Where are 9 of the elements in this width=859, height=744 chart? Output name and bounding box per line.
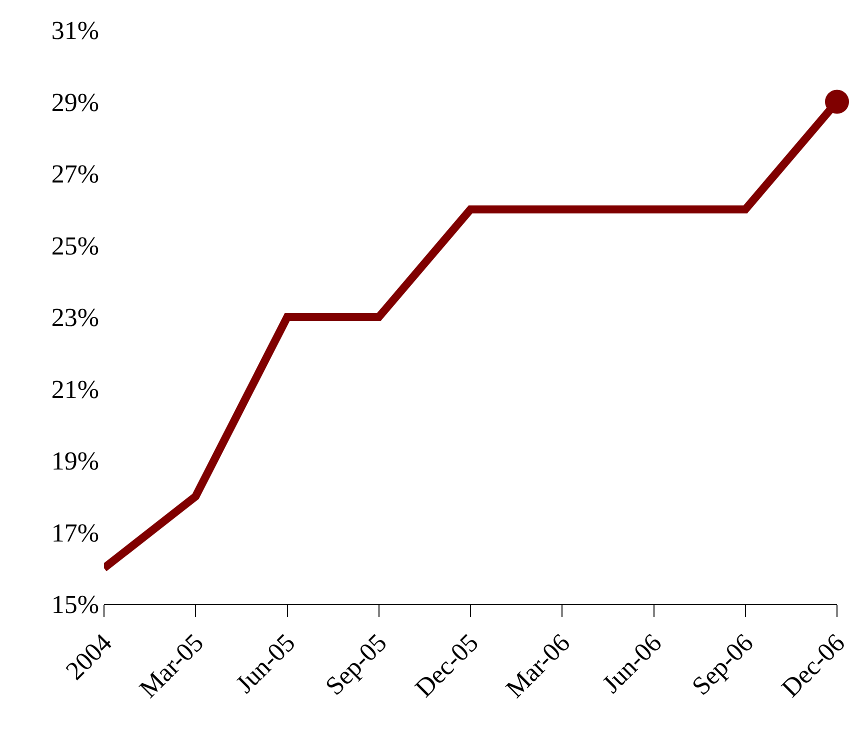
y-tick-label: 15% [51,590,99,620]
y-tick-label: 29% [51,88,99,117]
y-tick-label: 25% [51,231,99,260]
y-tick-label: 21% [51,374,99,404]
y-tick-label: 17% [51,518,99,548]
y-tick-label: 19% [51,446,99,476]
y-tick-label: 23% [51,303,99,332]
y-tick-label: 27% [51,160,99,189]
y-tick-label: 31% [51,16,99,46]
